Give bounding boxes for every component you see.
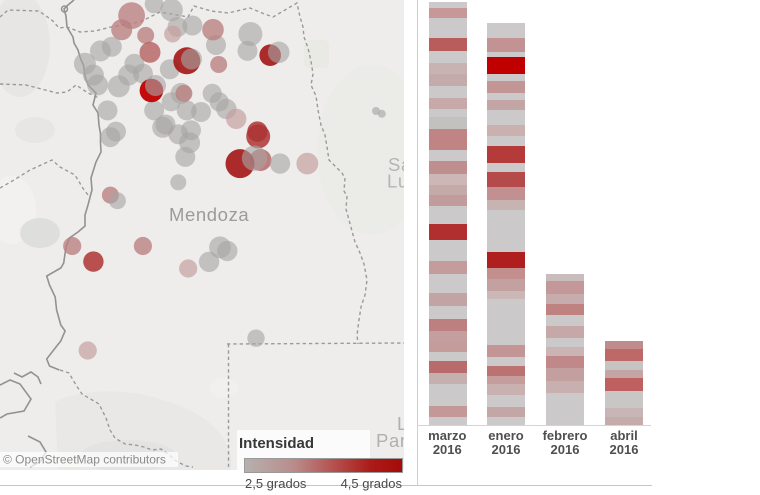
- svg-text:© OpenStreetMap contributors: © OpenStreetMap contributors: [3, 453, 166, 467]
- svg-text:Luis: Luis: [387, 171, 404, 192]
- svg-text:Mendoza: Mendoza: [169, 204, 249, 225]
- svg-text:San: San: [388, 154, 404, 175]
